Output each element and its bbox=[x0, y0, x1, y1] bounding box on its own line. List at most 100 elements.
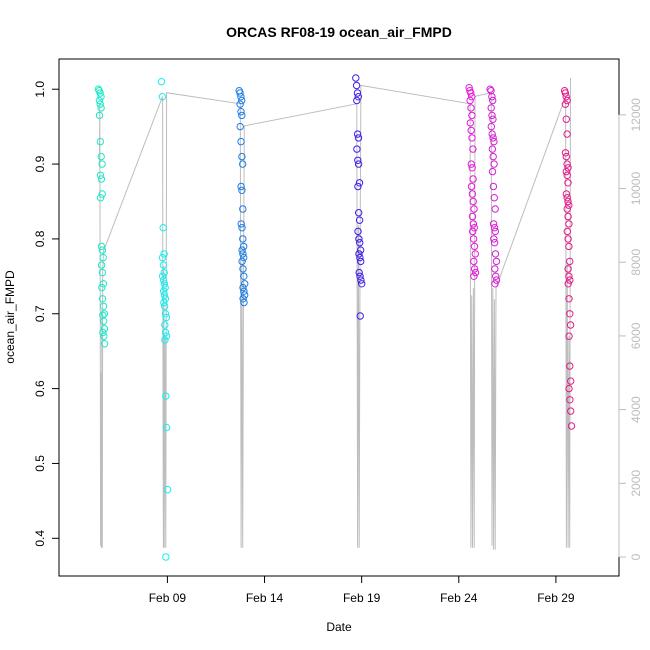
data-point bbox=[470, 272, 478, 280]
data-point bbox=[488, 93, 496, 101]
data-point bbox=[467, 182, 476, 191]
data-point bbox=[564, 197, 572, 206]
data-point bbox=[238, 96, 246, 105]
data-point bbox=[487, 122, 495, 131]
x-tick-label: Feb 09 bbox=[149, 591, 187, 605]
data-point bbox=[100, 340, 109, 348]
data-point bbox=[566, 276, 574, 284]
data-point bbox=[238, 186, 246, 195]
data-point bbox=[466, 119, 474, 127]
data-point bbox=[160, 298, 168, 307]
data-point bbox=[490, 160, 498, 168]
data-point bbox=[96, 89, 104, 97]
x-axis-label: Date bbox=[326, 620, 352, 634]
data-point bbox=[562, 190, 571, 198]
data-point bbox=[487, 104, 495, 112]
data-point bbox=[469, 235, 478, 243]
x-tick-label: Feb 14 bbox=[246, 591, 284, 605]
data-point bbox=[97, 175, 106, 183]
data-point bbox=[468, 164, 476, 172]
plot-frame bbox=[58, 58, 620, 577]
data-point bbox=[491, 205, 499, 213]
data-point bbox=[236, 100, 244, 108]
data-point bbox=[564, 212, 572, 221]
data-point bbox=[158, 93, 167, 101]
data-point bbox=[355, 235, 363, 243]
data-point bbox=[490, 239, 499, 247]
data-point bbox=[490, 137, 498, 146]
data-point bbox=[97, 104, 105, 112]
data-point bbox=[489, 152, 497, 161]
data-point bbox=[492, 276, 501, 284]
data-point bbox=[468, 212, 477, 221]
y2-tick-label: 12000 bbox=[629, 98, 643, 132]
data-point bbox=[563, 194, 571, 202]
data-point bbox=[567, 422, 576, 430]
data-point bbox=[159, 287, 168, 295]
data-point bbox=[561, 89, 570, 97]
data-point bbox=[468, 134, 476, 142]
data-point bbox=[240, 242, 248, 251]
data-point bbox=[469, 227, 477, 236]
data-point bbox=[469, 220, 478, 228]
data-point bbox=[98, 190, 106, 198]
data-point bbox=[96, 100, 104, 108]
data-point bbox=[163, 485, 172, 494]
secondary-line-layer bbox=[98, 77, 571, 550]
data-point bbox=[98, 283, 106, 292]
data-point bbox=[563, 130, 571, 138]
data-point bbox=[237, 108, 245, 116]
data-point bbox=[99, 328, 107, 337]
data-point bbox=[565, 384, 573, 393]
data-point bbox=[354, 182, 362, 191]
data-point bbox=[468, 111, 476, 120]
data-point bbox=[162, 313, 171, 322]
y2-tick-label: 6000 bbox=[629, 322, 643, 349]
data-point bbox=[566, 257, 574, 266]
data-point bbox=[563, 227, 571, 236]
data-point bbox=[162, 553, 170, 561]
y2-tick-label: 4000 bbox=[629, 396, 643, 423]
data-point bbox=[562, 152, 570, 161]
data-point bbox=[357, 257, 365, 266]
data-point bbox=[238, 246, 246, 254]
data-point bbox=[239, 265, 247, 273]
data-point bbox=[162, 332, 171, 340]
data-point bbox=[466, 96, 474, 105]
data-point bbox=[488, 130, 496, 138]
data-point bbox=[99, 317, 108, 325]
data-point bbox=[470, 265, 479, 273]
y2-tick-label: 8000 bbox=[629, 249, 643, 276]
data-point bbox=[241, 280, 249, 288]
y2-tick-label: 10000 bbox=[629, 172, 643, 206]
data-point bbox=[490, 224, 499, 232]
data-point bbox=[486, 85, 494, 93]
data-point bbox=[98, 268, 107, 277]
data-point bbox=[239, 283, 247, 292]
data-point bbox=[470, 242, 479, 251]
scatter-points-layer bbox=[94, 74, 576, 561]
y-tick-label: 1.0 bbox=[33, 81, 47, 98]
data-point bbox=[98, 246, 107, 254]
data-point bbox=[356, 272, 364, 280]
x-tick-label: Feb 29 bbox=[537, 591, 575, 605]
data-point bbox=[471, 250, 479, 258]
data-point bbox=[565, 220, 573, 228]
data-point bbox=[160, 280, 169, 288]
data-point bbox=[489, 96, 497, 105]
data-point bbox=[467, 104, 475, 112]
secondary-line bbox=[98, 77, 571, 550]
y-tick-label: 0.6 bbox=[33, 380, 47, 397]
data-point bbox=[162, 392, 170, 400]
data-point bbox=[467, 160, 475, 168]
data-point bbox=[470, 257, 478, 266]
data-point bbox=[95, 111, 104, 120]
data-point bbox=[567, 377, 575, 385]
data-point bbox=[237, 220, 245, 228]
data-point bbox=[240, 298, 248, 307]
data-point bbox=[99, 302, 108, 310]
data-point bbox=[490, 235, 498, 243]
data-point bbox=[561, 149, 570, 157]
chart-title: ORCAS RF08-19 ocean_air_FMPD bbox=[226, 24, 452, 40]
data-point bbox=[100, 332, 108, 340]
